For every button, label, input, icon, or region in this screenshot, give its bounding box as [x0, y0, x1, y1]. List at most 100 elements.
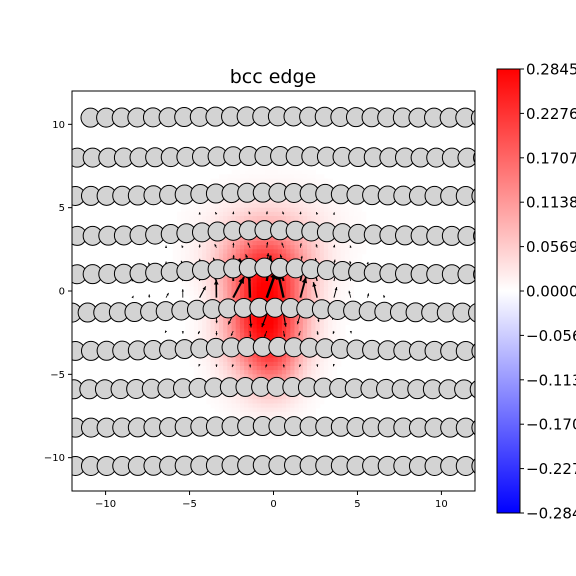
strain-cell — [185, 241, 191, 246]
strain-cell — [269, 178, 275, 184]
strain-cell — [218, 211, 224, 217]
strain-cell — [265, 370, 270, 375]
colorbar-tick-label: −0.0569 — [526, 327, 576, 345]
strain-cell — [298, 253, 304, 259]
strain-cell — [332, 220, 338, 225]
strain-cell — [218, 203, 224, 209]
strain-cell — [202, 328, 207, 334]
strain-cell — [235, 207, 241, 213]
strain-cell — [332, 320, 338, 325]
strain-cell — [265, 399, 270, 405]
y-tick-label: 10 — [52, 120, 65, 131]
strain-cell — [197, 241, 203, 246]
strain-cell — [269, 170, 275, 175]
strain-cell — [214, 374, 220, 380]
strain-cell — [302, 241, 308, 246]
strain-cell — [239, 328, 245, 334]
strain-cell — [265, 316, 270, 321]
strain-cell — [336, 245, 342, 250]
strain-cell — [202, 370, 207, 375]
strain-cell — [294, 328, 300, 334]
strain-cell — [239, 324, 245, 330]
displacement-arrow-head — [202, 286, 206, 291]
strain-cell — [218, 245, 224, 250]
strain-cell — [353, 257, 359, 263]
strain-cell — [197, 357, 203, 363]
strain-cell — [248, 216, 254, 221]
strain-cell — [281, 170, 287, 175]
strain-cell — [286, 316, 291, 321]
strain-cell — [281, 399, 287, 405]
strain-cell — [319, 207, 325, 213]
strain-cell — [298, 357, 304, 363]
strain-cell — [277, 295, 283, 300]
strain-cell — [332, 357, 338, 363]
strain-cell — [315, 324, 321, 330]
strain-cell — [218, 374, 224, 380]
strain-cell — [176, 278, 182, 284]
displacement-arrow-head — [348, 290, 351, 294]
strain-cell — [189, 199, 195, 205]
strain-cell — [269, 166, 275, 171]
displacement-arrow-head — [317, 319, 320, 323]
strain-cell — [307, 366, 312, 371]
strain-cell — [315, 370, 321, 375]
strain-cell — [281, 411, 287, 417]
strain-cell — [290, 407, 296, 413]
strain-cell — [265, 324, 270, 330]
strain-cell — [244, 370, 249, 375]
strain-cell — [235, 370, 241, 375]
strain-cell — [231, 174, 237, 180]
strain-cell — [244, 203, 249, 209]
strain-cell — [302, 291, 308, 296]
strain-cell — [307, 403, 312, 409]
displacement-arrow-head — [300, 255, 303, 259]
atom-marker — [471, 458, 475, 474]
strain-cell — [223, 286, 228, 292]
strain-cell — [315, 366, 321, 371]
strain-cell — [202, 278, 207, 284]
strain-cell — [340, 220, 346, 225]
strain-cell — [260, 245, 266, 250]
strain-cell — [235, 211, 241, 217]
strain-cell — [206, 353, 212, 359]
strain-cell — [260, 170, 266, 175]
displacement-arrow-head — [312, 282, 317, 287]
strain-cell — [302, 324, 308, 330]
strain-cell — [248, 370, 254, 375]
strain-cell — [260, 357, 266, 363]
strain-cell — [248, 249, 254, 255]
displacement-arrow-head — [232, 254, 235, 258]
strain-cell — [193, 291, 199, 296]
strain-cell — [353, 216, 359, 221]
strain-cell — [189, 278, 195, 284]
strain-cell — [286, 220, 291, 225]
displacement-arrow-head — [332, 331, 335, 334]
strain-cell — [260, 282, 266, 288]
strain-cell — [286, 286, 291, 292]
strain-cell — [210, 286, 216, 292]
strain-cell — [214, 249, 220, 255]
strain-cell — [181, 253, 186, 259]
strain-cell — [328, 241, 333, 246]
strain-cell — [265, 403, 270, 409]
strain-cell — [181, 220, 186, 225]
displacement-arrow-head — [333, 259, 336, 263]
strain-cell — [273, 207, 279, 213]
strain-cell — [176, 216, 182, 221]
strain-cell — [298, 249, 304, 255]
strain-cell — [273, 178, 279, 184]
strain-cell — [311, 278, 317, 284]
y-tick-label: −10 — [44, 453, 65, 464]
strain-cell — [311, 249, 317, 255]
strain-cell — [328, 211, 333, 217]
strain-cell — [260, 253, 266, 259]
strain-cell — [328, 336, 333, 342]
strain-cell — [239, 286, 245, 292]
strain-cell — [239, 236, 245, 242]
strain-cell — [290, 370, 296, 375]
strain-cell — [265, 357, 270, 363]
displacement-arrow-head — [282, 211, 285, 215]
strain-cell — [315, 357, 321, 363]
strain-cell — [349, 220, 354, 225]
